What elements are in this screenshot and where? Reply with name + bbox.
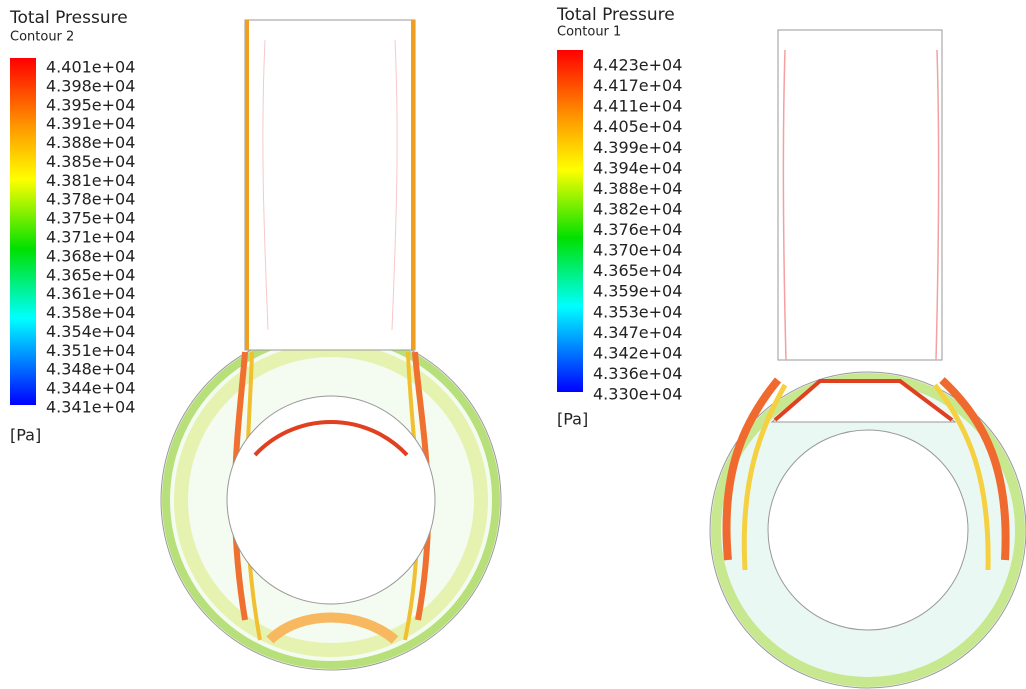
- legend-label: 4.385e+04: [46, 152, 135, 171]
- legend-label: 4.344e+04: [46, 379, 135, 398]
- legend-label: 4.395e+04: [46, 95, 135, 114]
- legend-label: 4.365e+04: [593, 261, 682, 280]
- legend-label: 4.359e+04: [593, 282, 682, 301]
- legend-label: 4.375e+04: [46, 209, 135, 228]
- legend-label: 4.423e+04: [593, 56, 682, 75]
- legend-label: 4.368e+04: [46, 246, 135, 265]
- legend-title: Total Pressure: [556, 5, 675, 25]
- legend-label: 4.361e+04: [46, 284, 135, 303]
- legend-label: 4.351e+04: [46, 341, 135, 360]
- legend-label: 4.376e+04: [593, 220, 682, 239]
- legend-label: 4.405e+04: [593, 117, 682, 136]
- legend-label: 4.358e+04: [46, 303, 135, 322]
- legend-label: 4.401e+04: [46, 58, 135, 77]
- legend-unit: [Pa]: [557, 410, 588, 429]
- legend-label: 4.370e+04: [593, 241, 682, 260]
- legend-label: 4.348e+04: [46, 360, 135, 379]
- legend-title: Total Pressure: [9, 8, 128, 28]
- screenshot: Total Pressure Contour 2 4.401e+044.398e+0…: [0, 0, 1026, 689]
- left-contour: [161, 20, 501, 670]
- legend-label: 4.353e+04: [593, 302, 682, 321]
- legend-label: 4.388e+04: [593, 179, 682, 198]
- legend-label: 4.398e+04: [46, 76, 135, 95]
- legend-label: 4.399e+04: [593, 138, 682, 157]
- legend-label: 4.388e+04: [46, 133, 135, 152]
- legend-label: 4.365e+04: [46, 265, 135, 284]
- legend-subtitle: Contour 2: [10, 30, 74, 45]
- right-contour: [710, 30, 1026, 688]
- legend-label: 4.411e+04: [593, 97, 682, 116]
- legend-unit: [Pa]: [10, 426, 41, 445]
- legend-label: 4.371e+04: [46, 228, 135, 247]
- color-bar: [557, 50, 583, 392]
- legend-label: 4.394e+04: [593, 158, 682, 177]
- legend-label: 4.417e+04: [593, 76, 682, 95]
- legend-label: 4.391e+04: [46, 114, 135, 133]
- color-bar: [10, 58, 36, 405]
- legend-label: 4.330e+04: [593, 385, 682, 404]
- legend-label: 4.342e+04: [593, 343, 682, 362]
- legend-label: 4.382e+04: [593, 199, 682, 218]
- legend-label: 4.347e+04: [593, 323, 682, 342]
- legend-label: 4.336e+04: [593, 364, 682, 383]
- legend-label: 4.341e+04: [46, 398, 135, 417]
- legend-label: 4.354e+04: [46, 322, 135, 341]
- legend-label: 4.381e+04: [46, 171, 135, 190]
- legend-subtitle: Contour 1: [557, 25, 621, 40]
- legend-label: 4.378e+04: [46, 190, 135, 209]
